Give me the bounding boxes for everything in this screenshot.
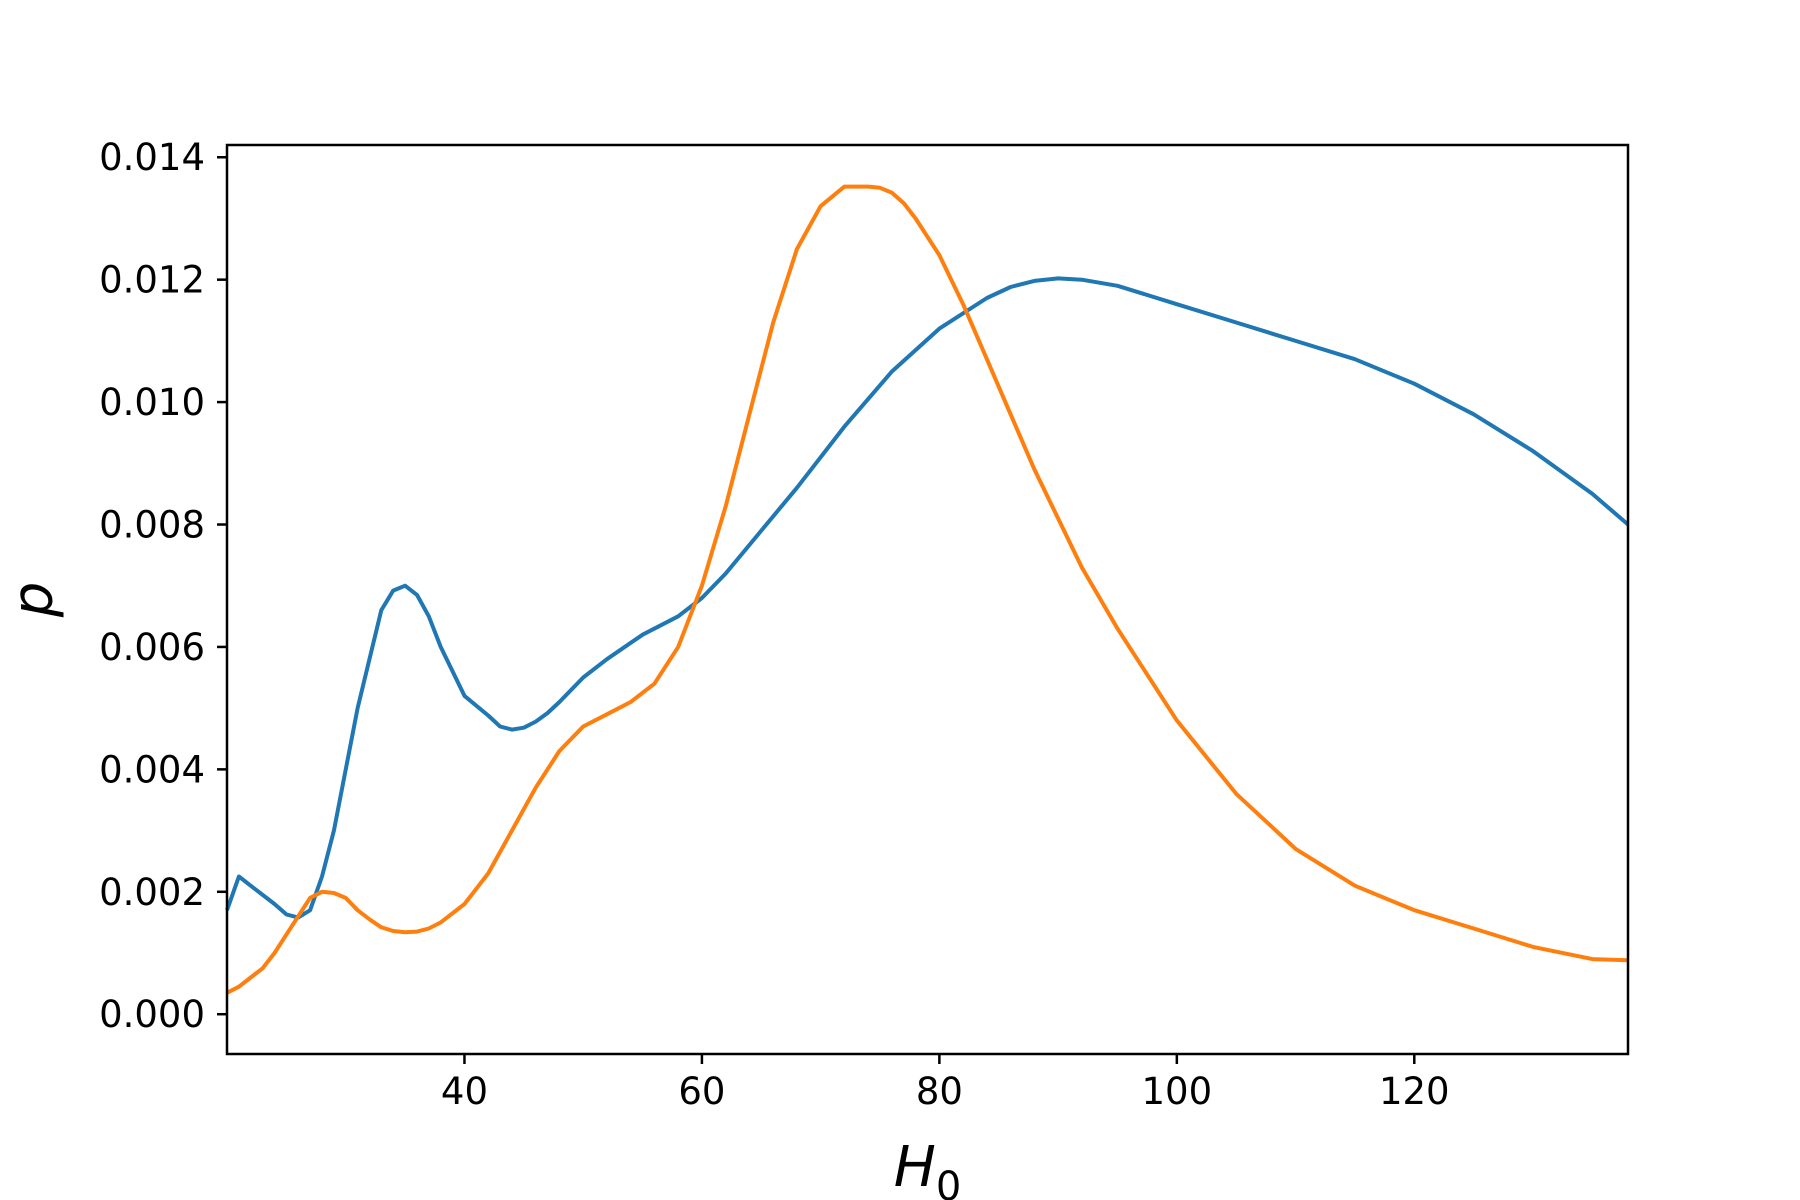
series-line-2 (226, 184, 1629, 995)
y-tick-label: 0.004 (99, 748, 205, 791)
y-tick-label: 0.010 (99, 381, 205, 424)
x-tick-label: 120 (1379, 1070, 1450, 1113)
y-tick-label: 0.006 (99, 626, 205, 669)
x-tick-label: 60 (678, 1070, 725, 1113)
plot-frame (225, 143, 1630, 1056)
y-tick-label: 0.012 (99, 259, 205, 302)
series-line-1 (225, 276, 1630, 920)
x-tick-label: 40 (441, 1070, 488, 1113)
series-layer (225, 184, 1630, 995)
y-tick-label: 0.002 (99, 871, 205, 914)
x-axis-label-main: H (894, 1135, 936, 1200)
y-tick-label: 0.014 (99, 136, 205, 179)
y-tick-label: 0.008 (99, 504, 205, 547)
x-tick-label: 100 (1142, 1070, 1213, 1113)
y-tick-label: 0.000 (99, 993, 205, 1036)
x-tick-label: 80 (916, 1070, 963, 1113)
y-axis: 0.000 0.002 0.004 0.006 0.008 0.010 0.012 0.014 (99, 136, 227, 1036)
x-axis-label: H0 (894, 1135, 962, 1200)
y-axis-label: p (1, 582, 66, 619)
x-axis: 40 60 80 100 120 (441, 1054, 1450, 1113)
x-axis-label-subscript: 0 (936, 1164, 961, 1200)
